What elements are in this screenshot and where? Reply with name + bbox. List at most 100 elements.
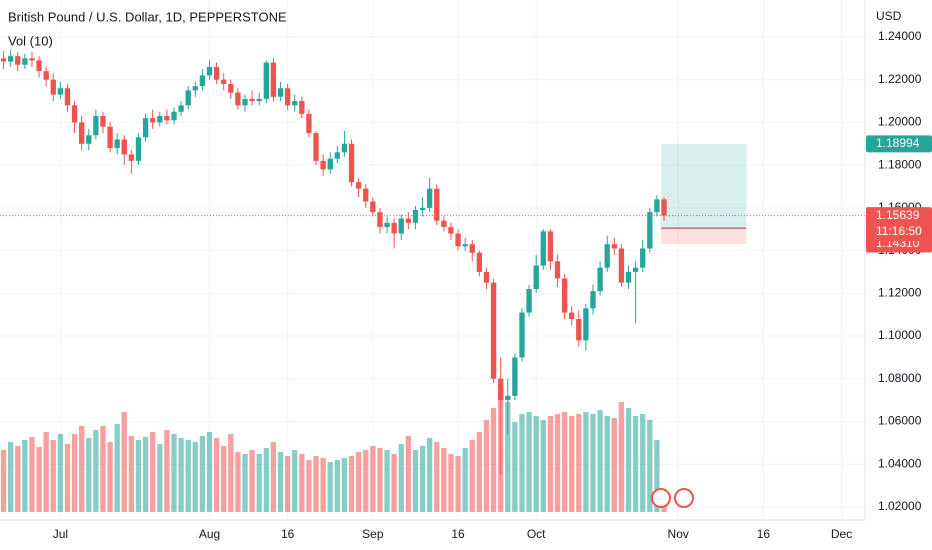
volume-bar: [206, 432, 213, 512]
candle-body: [398, 218, 404, 234]
candle-body: [412, 210, 419, 223]
volume-bar: [604, 416, 610, 512]
volume-bar: [590, 414, 596, 512]
price-badge: [866, 207, 932, 242]
volume-bar: [256, 454, 262, 512]
candle-body: [561, 278, 568, 313]
volume-bar: [512, 422, 518, 512]
volume-bar: [355, 452, 362, 512]
volume-bar: [292, 450, 298, 512]
candle-body: [313, 133, 319, 161]
volume-bar: [647, 420, 653, 512]
candle-body: [618, 248, 625, 283]
volume-bar: [370, 446, 376, 512]
volume-bar: [419, 446, 426, 512]
candle-body: [377, 212, 383, 228]
x-tick-label: Sep: [362, 527, 384, 541]
y-tick-label: 1.10000: [878, 328, 922, 342]
candle-body: [341, 143, 348, 153]
volume-bar: [412, 450, 419, 512]
volume-bar: [547, 416, 554, 512]
indicator-label: Vol (10): [8, 33, 53, 48]
candle-body: [469, 244, 475, 253]
candle-body: [206, 66, 213, 76]
candle-body: [128, 154, 135, 161]
volume-bar: [100, 426, 106, 512]
candle-body: [519, 312, 525, 358]
volume-bar: [121, 412, 127, 512]
x-tick-label: Jul: [53, 527, 68, 541]
candle-body: [221, 79, 227, 84]
candle-body: [93, 116, 99, 136]
volume-bar: [270, 442, 277, 512]
volume-bar: [533, 416, 539, 512]
candle-body: [79, 122, 85, 144]
candle-body: [107, 126, 113, 149]
volume-bar: [277, 452, 284, 512]
volume-bar: [313, 456, 319, 512]
volume-bar: [334, 460, 340, 512]
volume-bar: [284, 456, 291, 512]
candle-body: [597, 267, 603, 292]
x-tick-label: 16: [451, 527, 465, 541]
candle-body: [213, 66, 220, 80]
candle-body: [114, 139, 120, 149]
volume-bar: [79, 426, 85, 512]
volume-bar: [384, 450, 390, 512]
candle-body: [554, 261, 561, 279]
volume-bar: [483, 420, 490, 512]
volume-bar: [43, 432, 49, 512]
y-tick-label: 1.06000: [878, 414, 922, 428]
volume-bar: [490, 408, 497, 512]
candle-body: [15, 56, 21, 65]
x-tick-label: Nov: [668, 527, 689, 541]
candle-body: [192, 86, 198, 91]
volume-bar: [505, 402, 511, 512]
volume-bar: [178, 438, 184, 512]
volume-bar: [462, 448, 468, 512]
volume-bar: [50, 440, 56, 512]
candle-body: [625, 271, 632, 283]
candle-body: [455, 233, 461, 247]
volume-bar: [540, 420, 546, 512]
candle-body: [576, 318, 582, 341]
volume-bar: [434, 442, 440, 512]
candle-body: [71, 105, 78, 123]
y-tick-label: 1.04000: [878, 456, 922, 470]
candle-body: [405, 218, 412, 223]
volume-bar: [7, 442, 14, 512]
candle-body: [604, 244, 610, 268]
volume-bar: [228, 434, 234, 512]
candle-body: [29, 58, 35, 61]
candle-body: [540, 231, 546, 266]
x-tick-label: Dec: [831, 527, 852, 541]
candle-body: [228, 83, 234, 93]
price-badge: [866, 135, 932, 153]
event-icons: [651, 488, 694, 508]
price-badge-label: 1.18994: [876, 136, 920, 150]
volume-bar: [221, 446, 227, 512]
candle-body: [441, 220, 447, 228]
volume-bar: [640, 414, 646, 512]
candle-body: [327, 158, 333, 170]
y-tick-label: 1.20000: [878, 115, 922, 129]
candle-body: [384, 222, 390, 228]
candle-body: [86, 135, 92, 144]
candle-body: [505, 395, 511, 401]
candle-body: [142, 118, 149, 138]
candle-body: [50, 79, 56, 95]
candle-body: [22, 58, 28, 65]
candle-body: [7, 56, 14, 62]
candle-body: [57, 88, 64, 95]
candle-body: [171, 111, 177, 121]
y-tick-label: 1.18000: [878, 157, 922, 171]
candle-body: [306, 113, 312, 134]
volume-bar: [320, 458, 326, 512]
y-tick-label: 1.24000: [878, 29, 922, 43]
volume-bar: [299, 454, 305, 512]
price-badge-label: 1.15639: [876, 208, 920, 222]
volume-bar: [576, 414, 582, 512]
candle-body: [292, 101, 298, 106]
candle-body: [43, 71, 49, 80]
loss-zone: [661, 228, 747, 244]
